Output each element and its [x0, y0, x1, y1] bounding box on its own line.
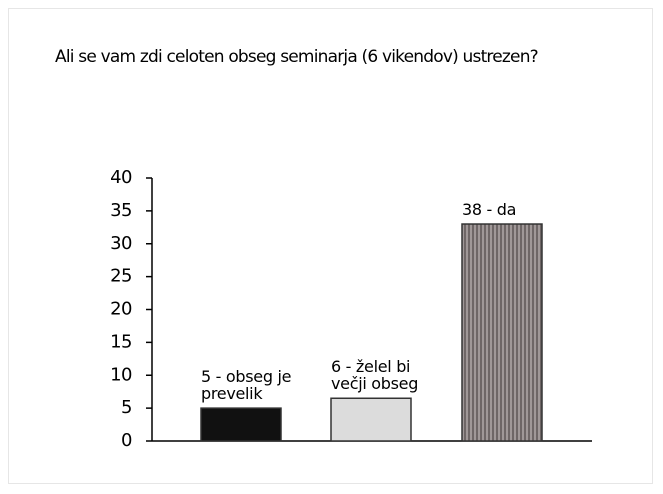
bar	[461, 223, 543, 442]
y-tick-label: 25	[110, 266, 132, 287]
y-tick-label: 5	[121, 397, 132, 418]
y-tick-label: 15	[110, 331, 132, 352]
y-tick-label: 0	[121, 430, 132, 451]
bar	[330, 397, 412, 442]
y-tick-label: 10	[110, 364, 132, 385]
y-tick-label: 20	[110, 299, 132, 320]
y-tick-label: 40	[110, 167, 132, 188]
chart-title: Ali se vam zdi celoten obseg seminarja (…	[55, 47, 539, 67]
bar	[200, 407, 282, 442]
bar-label: 6 - želel bi večji obseg	[331, 357, 419, 394]
bar-label: 5 - obseg je prevelik	[201, 367, 292, 404]
frame	[8, 8, 653, 484]
bar-label: 38 - da	[462, 200, 517, 220]
y-tick-label: 35	[110, 200, 132, 221]
y-tick-label: 30	[110, 233, 132, 254]
